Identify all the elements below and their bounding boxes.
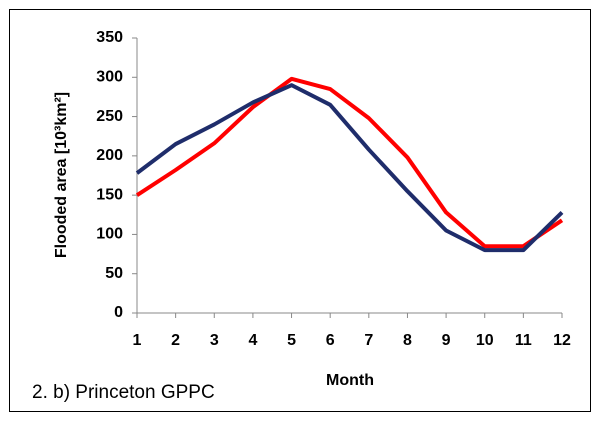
annotation: 2. b) Princeton GPPC xyxy=(32,382,215,403)
x-tick-label: 11 xyxy=(515,332,532,349)
y-axis-label: Flooded area [10³km²] xyxy=(53,92,70,258)
x-tick-label: 12 xyxy=(553,332,571,349)
x-tick-label: 5 xyxy=(287,332,296,349)
y-tick-label: 300 xyxy=(96,69,123,86)
x-tick-label: 9 xyxy=(442,332,451,349)
y-tick-label: 100 xyxy=(96,226,123,243)
y-tick-label: 200 xyxy=(96,147,123,164)
x-tick-label: 7 xyxy=(364,332,373,349)
series-line xyxy=(135,83,564,253)
x-tick-label: 1 xyxy=(133,332,142,349)
y-tick-label: 0 xyxy=(114,304,123,321)
x-tick-label: 3 xyxy=(210,332,219,349)
x-tick-label: 2 xyxy=(171,332,180,349)
x-tick-label: 6 xyxy=(326,332,335,349)
y-tick-label: 250 xyxy=(96,108,123,125)
y-tick-label: 50 xyxy=(105,265,123,282)
x-axis-label: Month xyxy=(326,372,374,389)
x-tick-label: 8 xyxy=(403,332,412,349)
chart-frame xyxy=(9,9,591,412)
x-tick-label: 4 xyxy=(248,332,257,349)
series-line xyxy=(135,76,564,249)
y-tick-label: 350 xyxy=(96,29,123,46)
x-tick-label: 10 xyxy=(476,332,494,349)
y-tick-label: 150 xyxy=(96,186,123,203)
